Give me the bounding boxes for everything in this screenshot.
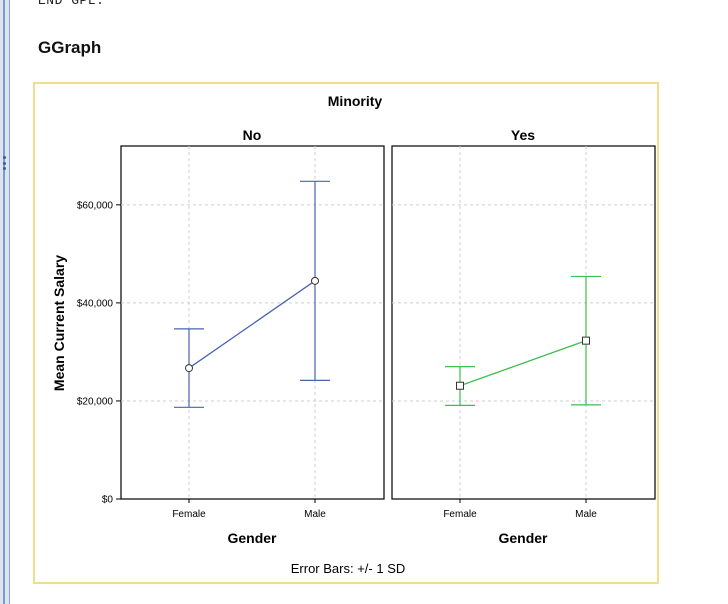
output-heading: GGraph [38,38,102,57]
mean-marker-circle [311,276,319,285]
y-tick-label: $0 [102,495,114,506]
facet-label-yes: Yes [511,127,535,143]
chart-title: Minority [328,93,383,109]
splitter-stripe [3,0,5,604]
y-tick-label: $60,000 [77,200,114,211]
chart-container[interactable]: Minority No Yes Female Male Female Male $0 $2… [33,82,659,584]
x-tick-label: Female [172,509,206,520]
panel-yes [391,145,656,500]
mean-marker-square [456,381,464,390]
facet-label-no: No [243,127,262,143]
ggraph-chart: Minority No Yes Female Male Female Male $0 $2… [51,93,656,576]
left-splitter[interactable] [0,0,10,604]
x-tick-label: Female [443,509,477,520]
y-axis-label: Mean Current Salary [51,255,67,391]
y-tick-label: $20,000 [77,396,114,407]
splitter-grip-icon[interactable] [2,156,7,170]
series-line [188,280,316,369]
mean-marker-square [582,336,590,345]
x-tick-label: Male [575,509,597,520]
y-tick-label: $40,000 [77,298,114,309]
series-line [459,340,587,387]
x-axis-label-no: Gender [227,530,277,546]
syntax-code-line: END GPL. [38,0,105,8]
x-tick-label: Male [304,509,326,520]
mean-marker-circle [185,364,193,373]
panel-no [120,145,385,500]
x-axis-label-yes: Gender [498,530,548,546]
error-bar-footnote: Error Bars: +/- 1 SD [291,561,406,576]
